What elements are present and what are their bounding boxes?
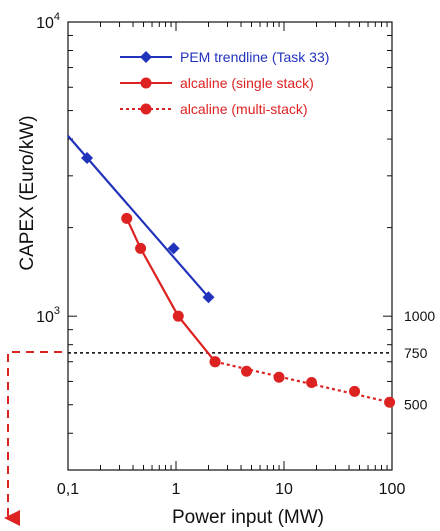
x-tick-label: 1 bbox=[172, 481, 181, 498]
dashed-arrow-annotation bbox=[4, 351, 62, 526]
y-tick-label: 103 bbox=[36, 305, 60, 326]
right-value-label: 500 bbox=[404, 397, 428, 413]
right-value-label: 750 bbox=[404, 345, 428, 361]
series-points bbox=[81, 151, 396, 408]
data-point-series-1 bbox=[167, 242, 180, 255]
series-line-1 bbox=[67, 135, 210, 298]
legend-label-3: alcaline (multi-stack) bbox=[180, 101, 308, 117]
right-value-label: 1000 bbox=[404, 308, 435, 324]
series-line-3 bbox=[214, 360, 390, 404]
y-tick-label: 104 bbox=[36, 11, 60, 32]
legend-label-1: PEM trendline (Task 33) bbox=[180, 49, 329, 65]
data-point-series-1 bbox=[81, 151, 94, 164]
legend: PEM trendline (Task 33) alcaline (single … bbox=[120, 49, 329, 117]
series-line-2 bbox=[125, 217, 216, 363]
axis-ticks bbox=[67, 21, 393, 471]
legend-marker-3 bbox=[140, 103, 152, 115]
data-point-series-3 bbox=[273, 371, 285, 383]
data-point-series-3 bbox=[349, 385, 361, 397]
x-tick-label: 0,1 bbox=[57, 481, 79, 498]
legend-label-2: alcaline (single stack) bbox=[180, 75, 314, 91]
data-point-series-3 bbox=[306, 377, 318, 389]
right-value-labels: 1000 750 500 bbox=[404, 308, 435, 413]
data-point-series-3 bbox=[241, 365, 253, 377]
x-tick-label: 10 bbox=[275, 481, 293, 498]
series-lines bbox=[67, 135, 390, 404]
data-point-series-3 bbox=[384, 396, 396, 408]
x-tick-label: 100 bbox=[379, 481, 406, 498]
data-point-series-1 bbox=[202, 291, 215, 304]
data-point-series-2 bbox=[121, 212, 133, 224]
y-axis-label: CAPEX (Euro/kW) bbox=[17, 115, 38, 270]
data-point-series-3 bbox=[209, 356, 221, 368]
plot-frame bbox=[67, 21, 393, 471]
legend-marker-2 bbox=[140, 77, 152, 89]
data-point-series-2 bbox=[135, 242, 147, 254]
data-point-series-2 bbox=[172, 310, 184, 322]
x-tick-labels: 0,1 1 10 100 bbox=[57, 481, 406, 498]
y-tick-labels: 103 104 bbox=[36, 11, 60, 326]
legend-marker-1 bbox=[140, 51, 152, 63]
x-axis-label: Power input (MW) bbox=[172, 507, 324, 528]
